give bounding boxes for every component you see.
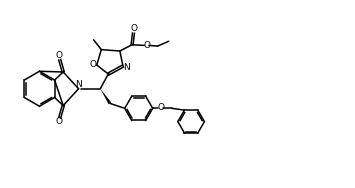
Text: O: O (55, 51, 62, 60)
Text: O: O (157, 103, 164, 112)
Text: O: O (55, 118, 62, 127)
Text: O: O (143, 41, 150, 50)
Text: O: O (130, 24, 137, 33)
Text: N: N (75, 80, 82, 89)
Polygon shape (100, 89, 111, 104)
Text: N: N (124, 63, 130, 72)
Text: O: O (89, 60, 97, 69)
